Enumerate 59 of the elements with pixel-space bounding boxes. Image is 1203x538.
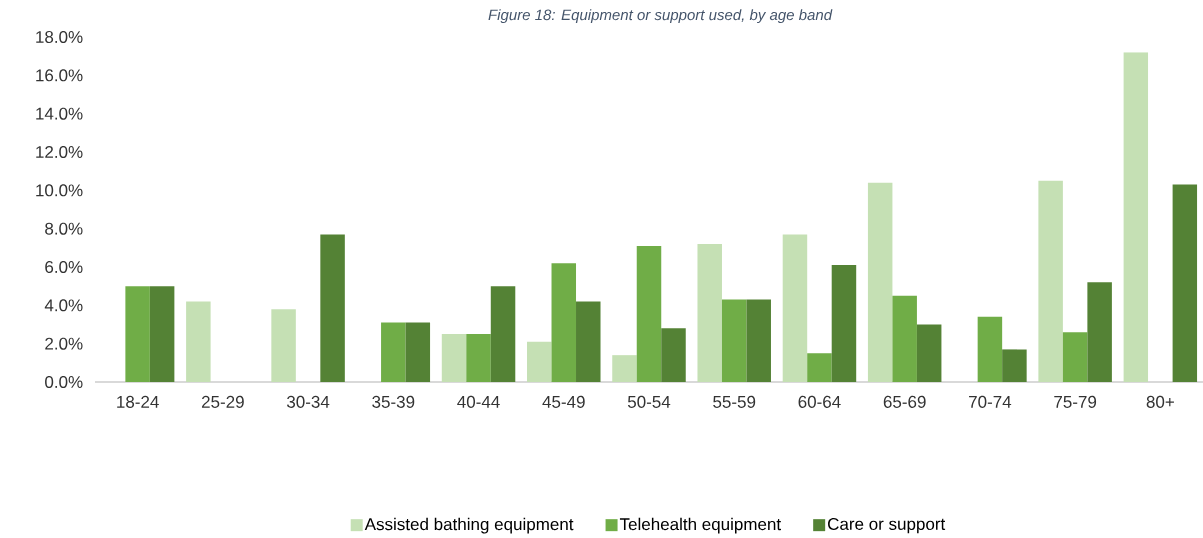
bar — [636, 245, 662, 382]
x-tick-label: 60-64 — [798, 395, 841, 408]
bar — [782, 234, 808, 382]
bar — [271, 309, 296, 382]
bar — [1062, 332, 1088, 382]
legend-label: Care or support — [828, 517, 946, 534]
bar — [405, 322, 431, 382]
bar — [977, 316, 1003, 382]
y-tick-label: 14.0% — [36, 107, 83, 120]
bar — [1123, 52, 1149, 382]
x-tick-label: 70-74 — [969, 395, 1012, 408]
bar — [612, 355, 637, 382]
bar — [697, 243, 722, 382]
x-tick-label: 35-39 — [372, 395, 415, 408]
y-tick-label: 2.0% — [45, 337, 83, 350]
bar — [916, 324, 942, 382]
x-tick-label: 25-29 — [201, 395, 244, 408]
bar — [381, 322, 406, 382]
x-tick-label: 65-69 — [883, 395, 926, 408]
x-tick-label: 45-49 — [542, 395, 585, 408]
y-tick-label: 18.0% — [36, 30, 83, 44]
bar — [527, 341, 552, 382]
y-tick-label: 12.0% — [36, 145, 83, 159]
y-tick-label: 10.0% — [36, 184, 83, 197]
bar — [186, 301, 211, 382]
bar — [125, 286, 150, 382]
bar — [576, 301, 601, 382]
bar — [867, 182, 893, 382]
bar — [441, 334, 467, 382]
y-tick-label: 0.0% — [45, 375, 83, 389]
x-tick-label: 40-44 — [457, 395, 500, 408]
legend-label: Telehealth equipment — [619, 517, 781, 534]
bar — [466, 334, 491, 382]
bar — [1172, 184, 1198, 382]
x-tick-label: 75-79 — [1054, 395, 1097, 408]
y-tick-label: 16.0% — [36, 69, 83, 82]
legend-label: Assisted bathing equipment — [364, 517, 574, 534]
bar — [831, 265, 857, 382]
bar — [490, 286, 516, 382]
bar — [721, 299, 747, 382]
x-tick-label: 18-24 — [117, 395, 159, 408]
bar — [1087, 282, 1112, 382]
x-tick-label: 30-34 — [286, 395, 330, 408]
bar — [320, 234, 345, 382]
bar — [551, 263, 577, 382]
x-tick-label: 80+ — [1146, 395, 1174, 408]
y-tick-label: 8.0% — [45, 222, 83, 235]
x-tick-label: 55-59 — [713, 395, 756, 408]
bar — [1002, 349, 1027, 382]
y-tick-label: 4.0% — [44, 299, 83, 312]
y-tick-label: 6.0% — [45, 260, 83, 274]
x-tick-label: 50-54 — [627, 395, 671, 408]
chart-title: Figure 18: Equipment or support used, by age band — [488, 9, 833, 24]
bar — [746, 299, 771, 382]
bar — [149, 286, 175, 382]
bar — [807, 353, 832, 382]
bar — [1038, 180, 1063, 382]
bar — [892, 295, 917, 382]
bar — [661, 328, 686, 382]
